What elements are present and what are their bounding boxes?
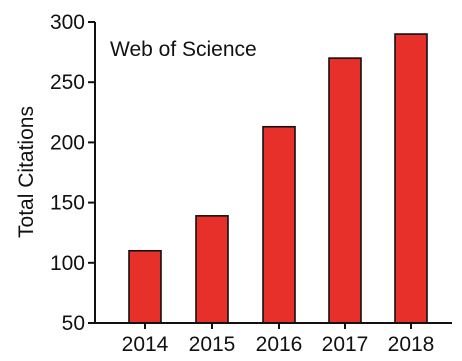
labels-layer: 2014 2015 2016 2017 2018 50 100 150 200 250 300 xyxy=(50,11,434,356)
bar-2017 xyxy=(328,57,362,324)
bar-2014 xyxy=(128,249,162,324)
y-tick-label-250: 250 xyxy=(50,71,85,94)
x-tick-label-2016: 2016 xyxy=(256,333,303,356)
y-tick-label-200: 200 xyxy=(50,131,85,154)
bars-layer xyxy=(128,33,428,324)
x-tick-label-2014: 2014 xyxy=(122,333,169,356)
bar-2015 xyxy=(195,215,229,324)
y-axis-label: Total Citations xyxy=(15,106,38,238)
bar-2016 xyxy=(262,125,296,324)
axes-layer xyxy=(88,21,452,329)
bar-2018 xyxy=(394,33,428,324)
chart-annotation: Web of Science xyxy=(110,38,257,61)
x-tick-label-2017: 2017 xyxy=(322,333,369,356)
y-tick-label-150: 150 xyxy=(50,192,85,215)
y-tick-label-100: 100 xyxy=(50,252,85,275)
y-tick-label-50: 50 xyxy=(62,312,85,335)
x-tick-label-2018: 2018 xyxy=(388,333,435,356)
x-tick-label-2015: 2015 xyxy=(189,333,236,356)
y-tick-label-300: 300 xyxy=(50,11,85,34)
